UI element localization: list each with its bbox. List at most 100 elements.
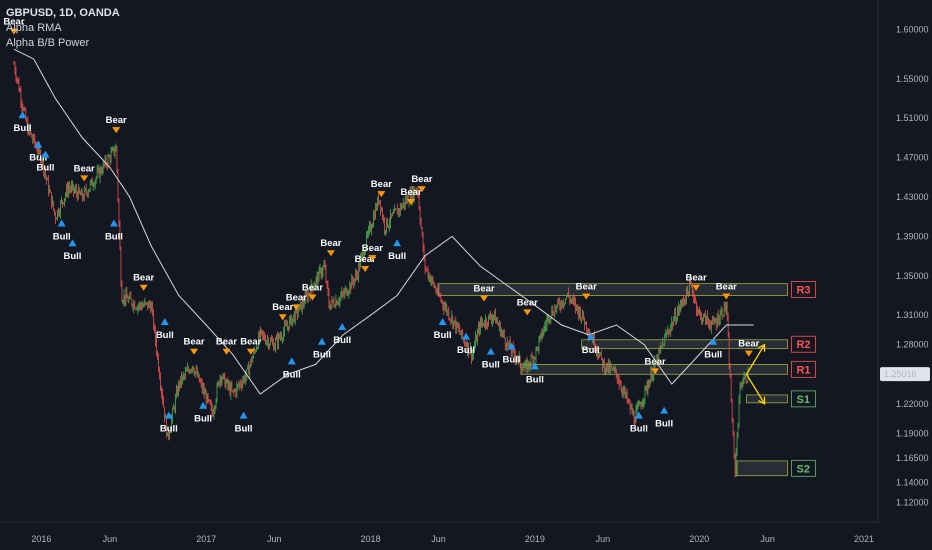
bear-signal-marker — [222, 348, 231, 355]
bull-signal-label: Bull — [630, 424, 648, 435]
bear-signal-marker — [278, 314, 287, 321]
bull-signal-marker — [393, 239, 402, 247]
bull-signal-label: Bull — [105, 232, 123, 243]
bull-signal-marker — [338, 322, 347, 330]
bear-signal-marker — [326, 250, 335, 257]
bull-signal-label: Bull — [160, 424, 178, 435]
bull-signal-label: Bull — [29, 153, 47, 164]
bull-signal-label: Bull — [333, 335, 351, 346]
bear-signal-label: Bear — [133, 273, 154, 284]
bull-signal-marker — [634, 411, 643, 419]
bull-signal-label: Bull — [457, 345, 475, 356]
x-tick-label: 2016 — [31, 534, 51, 544]
x-tick-label: Jun — [267, 534, 282, 544]
price-axis-bg — [878, 0, 932, 550]
bear-signal-marker — [417, 186, 426, 193]
bear-signal-marker — [744, 350, 753, 357]
chart-header: GBPUSD, 1D, OANDA Alpha RMA Alpha B/B Po… — [6, 6, 120, 51]
bear-signal-marker — [361, 265, 370, 272]
bull-signal-label: Bull — [582, 345, 600, 356]
bear-signal-marker — [377, 191, 386, 198]
zone-label: R1 — [796, 364, 810, 376]
y-tick-label: 1.35000 — [896, 271, 929, 281]
zone-label-box — [791, 459, 816, 477]
projection-arrowhead — [758, 396, 766, 405]
x-tick-label: 2020 — [689, 534, 709, 544]
bear-signal-marker — [368, 255, 377, 262]
bull-signal-marker — [530, 362, 539, 370]
y-tick-label: 1.51000 — [896, 113, 929, 123]
bull-signal-marker — [41, 150, 50, 158]
bear-signal-marker — [523, 309, 532, 316]
bear-signal-marker — [246, 348, 255, 355]
y-tick-label: 1.47000 — [896, 153, 929, 163]
bull-signal-label: Bull — [704, 350, 722, 361]
bull-signal-marker — [287, 357, 296, 365]
bear-signal-marker — [139, 284, 148, 291]
bear-signal-label: Bear — [216, 337, 237, 348]
bull-signal-marker — [199, 401, 208, 409]
bear-signal-label: Bear — [106, 115, 127, 126]
y-tick-label: 1.14000 — [896, 478, 929, 488]
bull-signal-label: Bull — [64, 251, 82, 262]
bull-signal-label: Bull — [434, 330, 452, 341]
bear-signal-marker — [292, 304, 301, 311]
bear-signal-label: Bear — [576, 282, 597, 293]
bear-signal-label: Bear — [371, 179, 392, 190]
y-tick-label: 1.55000 — [896, 74, 929, 84]
bull-signal-label: Bull — [14, 123, 32, 134]
bull-signal-marker — [18, 111, 27, 119]
bear-signal-label: Bear — [473, 284, 494, 295]
bear-signal-label: Bear — [272, 302, 293, 313]
projection-arrow — [745, 344, 766, 375]
bear-signal-label: Bear — [302, 283, 323, 294]
bull-signal-marker — [164, 411, 173, 419]
bear-signal-label: Bear — [74, 163, 95, 174]
x-tick-label: Jun — [431, 534, 446, 544]
bear-signal-label: Bear — [3, 17, 24, 28]
bear-signal-label: Bear — [362, 243, 383, 254]
zone-label-box — [791, 281, 816, 298]
symbol-title: GBPUSD, 1D, OANDA — [6, 7, 120, 19]
zone-label: R3 — [796, 285, 810, 297]
bull-signal-marker — [462, 332, 471, 340]
bull-signal-marker — [317, 337, 326, 345]
x-tick-label: Jun — [103, 534, 118, 544]
bear-signal-label: Bear — [411, 174, 432, 185]
bear-signal-marker — [582, 293, 591, 300]
y-tick-label: 1.60000 — [896, 25, 929, 35]
bull-signal-marker — [586, 332, 595, 340]
bull-signal-label: Bull — [156, 330, 174, 341]
bull-signal-marker — [239, 411, 248, 419]
bull-signal-label: Bull — [526, 374, 544, 385]
x-tick-label: 2019 — [525, 534, 545, 544]
price-badge-label: 1.25016 — [884, 369, 917, 379]
bear-signal-label: Bear — [286, 292, 307, 303]
bear-signal-marker — [692, 284, 701, 291]
bear-signal-marker — [651, 368, 660, 375]
zone-label: S2 — [796, 463, 809, 475]
bull-signal-label: Bull — [655, 419, 673, 430]
bull-signal-marker — [57, 219, 66, 227]
x-tick-label: Jun — [760, 534, 775, 544]
bull-signal-marker — [486, 347, 495, 355]
zone-label: R2 — [796, 339, 810, 351]
bull-signal-label: Bull — [194, 414, 212, 425]
bear-signal-marker — [407, 199, 416, 206]
bull-signal-marker — [438, 318, 447, 326]
y-tick-label: 1.28000 — [896, 340, 929, 350]
x-tick-label: 2021 — [854, 534, 874, 544]
bear-signal-marker — [190, 348, 199, 355]
bear-signal-marker — [80, 175, 89, 182]
bear-signal-label: Bear — [716, 282, 737, 293]
bull-signal-marker — [109, 219, 118, 227]
sr-zone — [746, 394, 788, 404]
indicator-rma-label[interactable]: Alpha RMA — [6, 22, 62, 34]
indicator-bb-power-label[interactable]: Alpha B/B Power — [6, 37, 90, 49]
bull-signal-label: Bull — [388, 251, 406, 262]
x-tick-label: 2017 — [196, 534, 216, 544]
x-tick-label: 2018 — [361, 534, 381, 544]
bear-signal-label: Bear — [183, 337, 204, 348]
